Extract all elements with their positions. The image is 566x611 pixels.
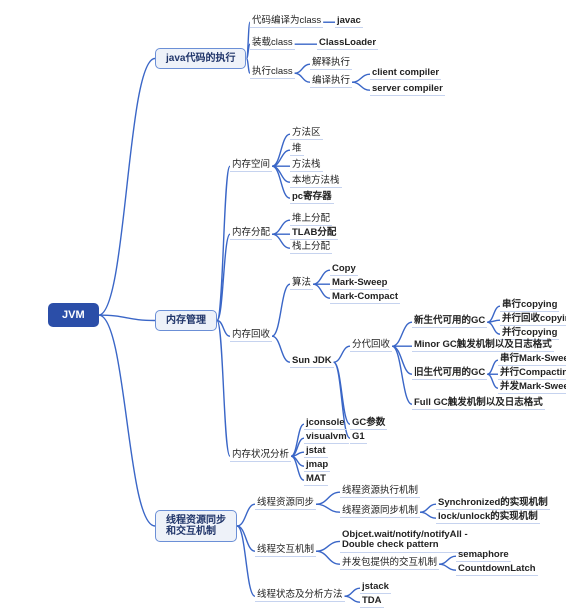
mindmap-node-m1e: pc寄存器 <box>290 192 334 204</box>
mindmap-node-m3: 内存回收 <box>230 330 272 342</box>
mindmap-node-m3a: 算法 <box>290 278 313 290</box>
mindmap-node-c13b: 编译执行 <box>310 76 352 88</box>
mindmap-node-og1: 串行Mark-Sweep-Compact <box>498 354 566 366</box>
edge-c13b-c13b1 <box>352 74 370 82</box>
mindmap-node-root[interactable]: JVM <box>48 303 99 327</box>
mindmap-node-t2a: Objcet.wait/notify/notifyAll -Double che… <box>340 530 470 553</box>
edge-m4-m4e <box>291 456 304 480</box>
mindmap-node-m1a: 方法区 <box>290 128 323 140</box>
edge-m4-m4a <box>291 424 304 456</box>
mindmap-node-t1b: 线程资源同步机制 <box>340 506 420 518</box>
mindmap-node-t1b1: Synchronized的实现机制 <box>436 498 550 510</box>
mindmap-node-m3b1: 分代回收 <box>350 340 392 352</box>
mindmap-node-m2a: 堆上分配 <box>290 214 332 226</box>
mindmap-node-t2b1: semaphore <box>456 550 511 562</box>
mindmap-node-m1c: 方法栈 <box>290 160 323 172</box>
edge-c13-c13a <box>295 64 310 73</box>
mindmap-node-t2b: 并发包提供的交互机制 <box>340 558 439 570</box>
edge-b3-t3 <box>237 526 255 596</box>
edge-c13-c13b <box>295 73 310 82</box>
mindmap-node-c13b1: client compiler <box>370 68 441 80</box>
edge-b2-m4 <box>217 321 230 457</box>
mindmap-node-c11a: javac <box>335 16 363 28</box>
mindmap-node-m1: 内存空间 <box>230 160 272 172</box>
mindmap-node-m3a1: Copy <box>330 264 358 276</box>
mindmap-node-m2: 内存分配 <box>230 228 272 240</box>
edge-m3b-m3b1 <box>334 346 350 362</box>
mindmap-node-m3a2: Mark-Sweep <box>330 278 389 290</box>
mindmap-node-t1b2: lock/unlock的实现机制 <box>436 512 540 524</box>
mindmap-node-t1a: 线程资源执行机制 <box>340 486 420 498</box>
mindmap-node-c13: 执行class <box>250 67 295 79</box>
mindmap-node-m4b: visualvm <box>304 432 349 444</box>
mindmap-node-m2c: 栈上分配 <box>290 242 332 254</box>
edge-og-og3 <box>487 374 498 388</box>
mindmap-node-m4: 内存状况分析 <box>230 450 291 462</box>
edge-t1-t1b <box>316 504 340 512</box>
edge-m3a-m3a3 <box>313 284 330 298</box>
mindmap-node-m2b: TLAB分配 <box>290 228 338 240</box>
edge-m3-m3b <box>272 336 290 362</box>
mindmap-node-m1d: 本地方法栈 <box>290 176 342 188</box>
edge-t1b-t1b1 <box>420 504 436 512</box>
mindmap-node-mgc: Minor GC触发机制以及日志格式 <box>412 340 554 352</box>
edge-t2b-t2b2 <box>439 564 456 570</box>
edge-t1-t1a <box>316 492 340 504</box>
mindmap-node-fgc: Full GC触发机制以及日志格式 <box>412 398 545 410</box>
mindmap-node-og: 旧生代可用的GC <box>412 368 487 380</box>
mindmap-node-m4c: jstat <box>304 446 328 458</box>
mindmap-node-m4a: jconsole <box>304 418 347 430</box>
mindmap-node-ng: 新生代可用的GC <box>412 316 487 328</box>
mindmap-node-t1: 线程资源同步 <box>255 498 316 510</box>
mindmap-node-m3b: Sun JDK <box>290 356 334 368</box>
edge-t1b-t1b2 <box>420 512 436 518</box>
edge-m3b1-og <box>392 346 412 374</box>
mindmap-node-m3a3: Mark-Compact <box>330 292 400 304</box>
mindmap-node-c13a: 解释执行 <box>310 58 352 70</box>
mindmap-node-c11: 代码编译为class <box>250 16 323 28</box>
edge-root-b1 <box>99 59 155 316</box>
mindmap-node-t2b2: CountdownLatch <box>456 564 538 576</box>
mindmap-node-ng1: 串行copying <box>500 300 559 312</box>
edge-root-b2 <box>99 315 155 320</box>
edge-m3b-m3b2 <box>334 362 350 424</box>
mindmap-node-c12: 装载class <box>250 38 295 50</box>
mindmap-node-b3[interactable]: 线程资源同步和交互机制 <box>155 510 237 542</box>
edge-ng-ng3 <box>487 322 500 334</box>
mindmap-node-m3b2: GC参数 <box>350 418 387 430</box>
mindmap-node-t2: 线程交互机制 <box>255 545 316 557</box>
mindmap-node-b1[interactable]: java代码的执行 <box>155 48 246 69</box>
edge-t3-t3b <box>345 596 360 602</box>
mindmap-node-og2: 并行Compacting <box>498 368 566 380</box>
edge-t2-t2b <box>316 551 340 564</box>
edge-m3b1-ng <box>392 322 412 346</box>
mindmap-node-m1b: 堆 <box>290 144 304 156</box>
edge-t2-t2a <box>316 541 340 551</box>
mindmap-node-c12a: ClassLoader <box>317 38 378 50</box>
mindmap-node-m4d: jmap <box>304 460 330 472</box>
edge-m3a-m3a1 <box>313 270 330 284</box>
edge-root-b3 <box>99 315 155 526</box>
edge-m2-m2c <box>272 234 290 248</box>
edge-b3-t1 <box>237 504 255 526</box>
mindmap-node-t3: 线程状态及分析方法 <box>255 590 345 602</box>
edge-t3-t3a <box>345 588 360 596</box>
mindmap-node-m3b3: G1 <box>350 432 367 444</box>
edge-og-og1 <box>487 360 498 374</box>
mindmap-node-b2[interactable]: 内存管理 <box>155 310 217 331</box>
mindmap-node-t3b: TDA <box>360 596 384 608</box>
edge-t2b-t2b1 <box>439 556 456 564</box>
edge-b2-m1 <box>217 166 230 320</box>
mindmap-node-og3: 并发Mark-Sweep <box>498 382 566 394</box>
edge-c13b-c13b2 <box>352 82 370 90</box>
edge-m2-m2a <box>272 220 290 234</box>
edge-m3-m3a <box>272 284 290 336</box>
mindmap-node-t3a: jstack <box>360 582 391 594</box>
mindmap-node-m4e: MAT <box>304 474 328 486</box>
mindmap-node-ng2: 并行回收copying <box>500 314 566 326</box>
mindmap-node-c13b2: server compiler <box>370 84 445 96</box>
edge-m3b1-fgc <box>392 346 412 404</box>
